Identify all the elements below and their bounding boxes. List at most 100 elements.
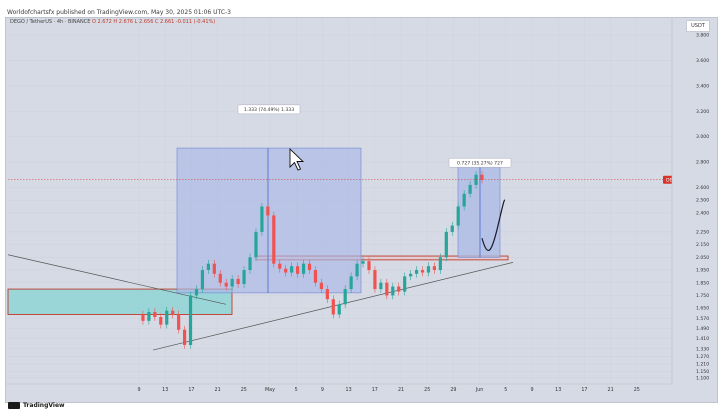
y-axis-panel [672,18,717,402]
candle-body [147,311,151,321]
x-tick-label: 17 [372,387,378,393]
candle-body [260,206,264,232]
measure-box-2 [457,164,501,258]
chart-area[interactable]: 1.333 (74.49%) 1.333 0.727 (35.27%) 727 DE… [5,17,718,403]
candle-body [319,282,323,290]
candle-body [361,261,365,264]
y-tick-label: 3.600 [696,58,709,64]
x-tick-label: 13 [555,387,561,393]
drawings [7,147,514,351]
candle-body [349,276,353,290]
footer-brand: TradingView [8,402,65,409]
measure-label-1: 1.333 (74.49%) 1.333 [237,104,301,115]
y-tick-label: 1.270 [696,354,709,360]
candle-body [194,289,199,296]
x-tick-label: 13 [346,387,352,393]
candle-body [301,263,306,274]
candle-body [236,278,240,284]
x-tick-label: 9 [321,387,324,393]
candle-body [218,273,222,283]
price-chart[interactable]: 1.333 (74.49%) 1.333 0.727 (35.27%) 727 DE… [6,18,717,402]
candle-body [254,231,258,258]
candle-body [462,193,466,207]
candle-body [141,314,145,321]
projection-path [481,199,506,252]
x-tick-label: 21 [608,387,614,393]
candle-body [248,257,252,271]
currency-badge[interactable]: USDT [686,20,710,32]
candle-body [165,310,169,325]
candle-body [426,266,431,273]
y-tick-label: 2.400 [696,210,709,216]
legend: DEGO / TetherUS · 4h · BINANCE O 2.672 H… [10,19,215,25]
y-tick-label: 1.570 [696,316,709,322]
x-tick-label: Jun [475,387,484,393]
candle-body [212,263,216,274]
candle-body [200,270,205,290]
x-tick-label: 25 [241,387,247,393]
x-tick-label: 25 [634,387,640,393]
y-tick-label: 1.650 [696,306,709,312]
x-tick-label: 17 [581,387,587,393]
demand-zone [7,288,233,315]
candle-body [188,295,193,345]
candle-body [420,270,425,273]
x-axis: 9 13 17 21 25 May 5 9 13 17 21 25 29 Jun 5 9 13 17 21 25 [6,383,672,393]
candle-body [159,317,163,325]
y-tick-label: 2.050 [696,255,709,261]
x-tick-label: 9 [530,387,533,393]
measure-label-2-text: 0.727 (35.27%) 727 [457,160,503,166]
candle-body [397,286,401,292]
candle-body [331,299,335,315]
candle-body [307,263,312,271]
candle-body [284,268,288,273]
candle-body [296,266,300,274]
candle-body [242,270,246,284]
candle-body [391,286,395,296]
x-tick-label: 21 [215,387,221,393]
x-tick-label: 17 [188,387,194,393]
mouse-cursor-icon [289,147,305,171]
candle-body [224,282,228,287]
y-tick-label: 3.000 [696,134,709,140]
candle-body [373,270,377,290]
candle-body [432,266,437,271]
y-tick-label: 1.950 [696,268,709,274]
y-tick-label: 1.330 [696,346,709,352]
candle-body [414,270,419,274]
candle-body [177,314,181,330]
candle-body [230,278,234,287]
candle-body [468,184,472,194]
tradingview-logo-icon [8,402,20,409]
y-tick-label: 1.850 [696,280,709,286]
measure-label-2: 0.727 (35.27%) 727 [448,157,512,168]
candles [141,170,484,349]
candle-body [409,273,413,277]
x-tick-label: 9 [137,387,140,393]
y-tick-label: 2.250 [696,230,709,236]
x-tick-label: 5 [504,387,507,393]
legend-values: O 2.672 H 2.676 L 2.656 C 2.661 -0.011 (… [92,19,216,25]
candle-body [325,289,329,300]
candle-body [343,289,347,305]
x-tick-label: May [265,387,275,393]
candle-body [379,282,383,290]
candle-body [278,263,282,269]
legend-symbol: DEGO / TetherUS · 4h · BINANCE [10,19,91,25]
y-tick-label: 1.100 [696,376,709,382]
brand-label: TradingView [23,402,65,409]
y-tick-label: 2.600 [696,185,709,191]
candle-body [171,310,175,315]
candle-body [456,206,460,226]
y-tick-label: 1.750 [696,293,709,299]
x-tick-label: 13 [162,387,168,393]
y-tick-label: 1.410 [696,336,709,342]
y-tick-label: 1.490 [696,326,709,332]
x-tick-label: 25 [424,387,430,393]
published-line: Worldofchartsfx published on TradingView… [7,9,231,16]
y-tick-label: 3.200 [696,109,709,115]
y-tick-label: 2.800 [696,160,709,166]
y-tick-label: 3.400 [696,83,709,89]
y-tick-label: 2.500 [696,198,709,204]
